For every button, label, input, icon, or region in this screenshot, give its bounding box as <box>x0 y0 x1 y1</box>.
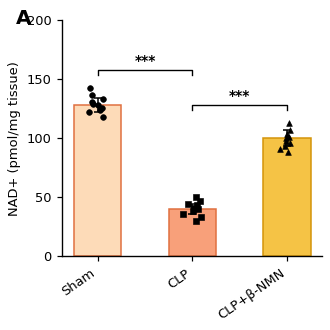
Point <box>193 218 198 223</box>
Y-axis label: NAD+ (pmol/mg tissue): NAD+ (pmol/mg tissue) <box>8 61 21 216</box>
Point <box>286 120 291 125</box>
Point <box>180 211 185 216</box>
Point <box>100 105 105 110</box>
Point <box>286 134 292 140</box>
Point <box>89 99 95 104</box>
Point <box>89 92 94 97</box>
Point <box>194 203 199 208</box>
Point <box>198 214 204 220</box>
Point <box>287 127 292 133</box>
Text: ***: *** <box>229 89 250 104</box>
Point <box>287 140 293 146</box>
Point <box>282 144 287 149</box>
Point <box>278 146 283 151</box>
Bar <box>74 105 121 256</box>
Point <box>86 110 91 115</box>
Point <box>194 195 199 200</box>
Point <box>98 107 103 113</box>
Point <box>100 115 106 120</box>
Text: A: A <box>16 9 31 27</box>
Point <box>284 131 290 136</box>
Point <box>95 103 100 108</box>
Bar <box>263 138 311 256</box>
Point <box>192 205 197 211</box>
Text: ***: *** <box>134 54 156 68</box>
Point <box>87 85 93 90</box>
Point <box>90 101 95 107</box>
Point <box>196 206 201 212</box>
Point <box>198 198 203 203</box>
Point <box>285 150 290 155</box>
Point <box>283 136 288 141</box>
Point <box>283 138 288 143</box>
Bar <box>169 209 216 256</box>
Point <box>100 97 105 102</box>
Point <box>186 202 191 207</box>
Point <box>190 209 195 214</box>
